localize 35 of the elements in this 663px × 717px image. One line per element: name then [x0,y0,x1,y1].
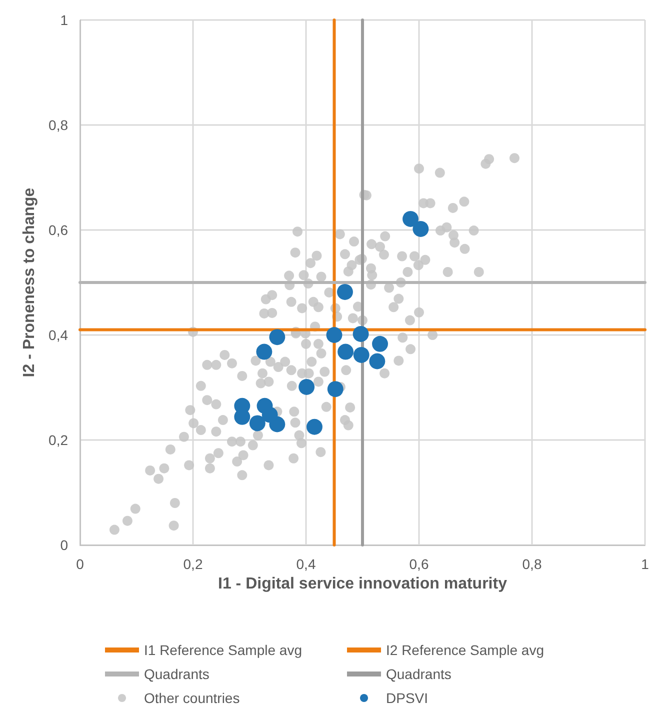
point [337,284,353,300]
y-tick-label: 0,8 [48,117,68,133]
point [327,381,344,398]
x-tick-label: 0 [76,556,84,572]
point [306,418,322,435]
x-axis-title: I1 - Digital service innovation maturity [218,575,508,592]
point [372,336,388,352]
y-tick-label: 1 [60,12,68,28]
y-tick-label: 0,4 [48,327,68,343]
x-tick-label: 1 [641,556,650,572]
point [353,346,370,363]
x-tick-label: 0,4 [296,556,316,572]
point [402,210,419,227]
point [249,415,266,432]
y-tick-label: 0 [60,537,68,553]
point [369,353,386,370]
legend-label: I2 Reference Sample avg [386,642,544,658]
y-axis-title: I2 - Proneness to change [21,188,38,378]
point [256,344,272,360]
point [269,329,286,346]
point [412,220,429,237]
legend-label: DPSVI [386,690,428,706]
point [298,378,315,395]
point [338,344,354,360]
point [352,326,369,342]
x-tick-label: 0,8 [522,556,542,572]
y-tick-label: 0,6 [48,222,68,238]
legend-label: Quadrants [386,666,452,682]
x-tick-label: 0,2 [183,556,203,572]
legend-label: I1 Reference Sample avg [144,642,302,658]
point [326,327,342,343]
x-tick-label: 0,6 [409,556,429,572]
legend-label: Quadrants [144,666,210,682]
legend-label: Other countries [144,690,240,706]
y-tick-label: 0,2 [48,432,68,448]
